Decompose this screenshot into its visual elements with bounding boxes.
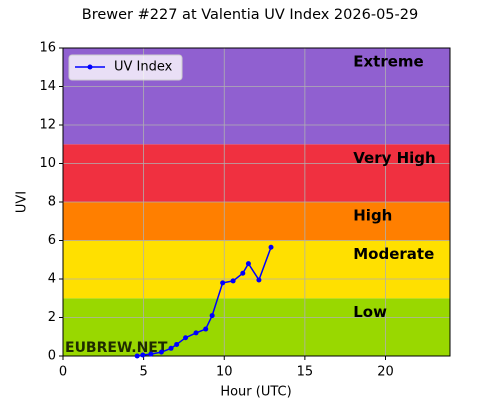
x-tick-label: 5 (139, 365, 147, 380)
point (140, 352, 146, 358)
plot-frame (62, 47, 451, 357)
point (268, 244, 274, 250)
chart-title: Brewer #227 at Valentia UV Index 2026-05… (82, 7, 418, 23)
point (203, 326, 209, 332)
logo: EUBREW.NET (65, 340, 168, 356)
y-tick-label: 16 (39, 41, 56, 56)
legend: UV Index (68, 54, 183, 81)
y-tick-label: 4 (48, 272, 56, 287)
point (168, 345, 174, 351)
x-tick-label: 0 (59, 365, 67, 380)
point (148, 351, 154, 357)
point (245, 261, 251, 267)
y-axis-label: UVI (15, 191, 30, 213)
point (158, 349, 164, 355)
x-tick-label: 15 (297, 365, 314, 380)
point (256, 277, 262, 283)
x-tick-label: 10 (216, 365, 233, 380)
x-axis-label: Hour (UTC) (220, 385, 291, 400)
point (134, 353, 140, 359)
line (137, 246, 272, 357)
band-label: Extreme (353, 53, 423, 71)
point (174, 341, 180, 347)
band-label: Low (353, 303, 387, 321)
legend-marker (87, 64, 93, 70)
y-tick-label: 12 (39, 118, 56, 133)
y-tick-label: 6 (48, 233, 56, 248)
legend-box (68, 54, 183, 81)
point (230, 278, 236, 284)
y-tick-label: 2 (48, 310, 56, 325)
legend-label: UV Index (114, 60, 173, 75)
point (183, 335, 189, 341)
x-tick-label: 20 (377, 365, 394, 380)
y-tick-label: 14 (39, 79, 56, 94)
band-label: Very High (353, 149, 435, 167)
band-label: High (353, 207, 392, 225)
y-tick-label: 0 (48, 349, 56, 364)
point (209, 313, 215, 319)
y-tick-label: 8 (48, 195, 56, 210)
point (193, 330, 199, 336)
point (240, 270, 246, 276)
point (220, 280, 226, 286)
band-label: Moderate (353, 245, 434, 263)
y-tick-label: 10 (39, 156, 56, 171)
